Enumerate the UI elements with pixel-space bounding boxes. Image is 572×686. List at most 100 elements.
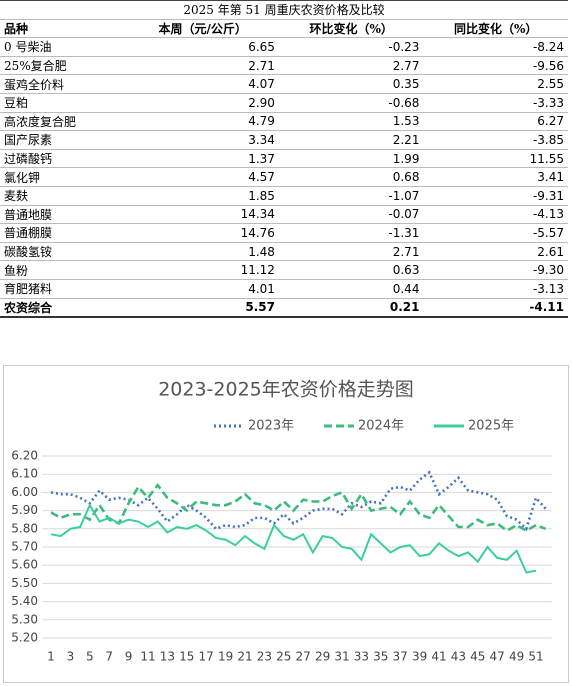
cell-value: -0.68 [278,93,424,113]
y-tick-label: 6.10 [11,467,38,481]
cell-value: 2.55 [423,74,568,94]
cell-value: -4.13 [423,205,568,225]
cell-value: 1.99 [278,149,424,169]
cell-value: 1.53 [278,112,424,132]
y-tick-label: 5.80 [11,521,38,535]
y-tick-label: 6.20 [11,449,38,463]
table-row: 0 号柴油 6.65 -0.23 -8.24 [0,37,568,57]
x-tick-label: 23 [257,650,272,664]
cell-value: -9.56 [423,56,568,76]
x-tick-label: 43 [451,650,466,664]
cell-value: 0.68 [278,167,424,187]
x-tick-label: 11 [140,650,155,664]
x-tick-label: 37 [393,650,408,664]
column-header: 环比变化（%） [278,18,424,39]
table-row: 25%复合肥 2.71 2.77 -9.56 [0,56,568,76]
cell-name: 鱼粉 [0,260,127,280]
chart: 2023-2025年农资价格走势图 5.20 5.30 5.40 5.50 5.60 5.… [11,379,552,664]
table-row: 蛋鸡全价料 4.07 0.35 2.55 [0,74,568,94]
table-row: 普通棚膜 14.76 -1.31 -5.57 [0,223,568,243]
x-tick-label: 5 [86,650,94,664]
cell-name: 25%复合肥 [0,56,127,76]
cell-name: 过磷酸钙 [0,149,127,169]
x-tick-label: 33 [354,650,369,664]
x-tick-label: 29 [315,650,330,664]
x-tick-label: 21 [237,650,252,664]
chart-title: 2023-2025年农资价格走势图 [158,379,414,401]
table-row: 普通地膜 14.34 -0.07 -4.13 [0,205,568,225]
table-row: 麦麸 1.85 -1.07 -9.31 [0,186,568,206]
cell-value: 4.01 [126,279,279,299]
cell-name: 豆粕 [0,93,127,113]
cell-value: -9.31 [423,186,568,206]
table-title: 2025 年第 51 周重庆农资价格及比较 [0,0,568,20]
cell-value: 4.57 [126,167,279,187]
cell-value: 2.61 [423,242,568,262]
cell-value: 1.37 [126,149,279,169]
y-tick-label: 5.50 [11,576,38,590]
x-tick-label: 41 [431,650,446,664]
legend-label: 2025年 [468,419,514,434]
cell-value: -1.31 [278,223,424,243]
cell-value: 6.65 [126,37,279,57]
cell-value: -4.11 [423,298,568,319]
cell-value: -3.33 [423,93,568,113]
table-row: 高浓度复合肥 4.79 1.53 6.27 [0,112,568,132]
legend-label: 2023年 [248,419,294,434]
x-tick-label: 3 [67,650,75,664]
cell-value: 1.85 [126,186,279,206]
x-tick-label: 15 [179,650,194,664]
cell-name: 普通棚膜 [0,223,127,243]
table-row: 农资综合 5.57 0.21 -4.11 [0,298,568,319]
cell-value: 2.71 [278,242,424,262]
column-header: 同比变化（%） [423,18,568,39]
x-tick-label: 9 [125,650,133,664]
cell-value: -3.13 [423,279,568,299]
x-tick-label: 47 [490,650,505,664]
y-tick-label: 6.00 [11,485,38,499]
cell-value: 0.44 [278,279,424,299]
column-header: 本周（元/公斤） [126,18,279,39]
cell-name: 氯化钾 [0,167,127,187]
x-tick-label: 45 [470,650,485,664]
y-tick-label: 5.60 [11,558,38,572]
cell-name: 0 号柴油 [0,37,127,57]
cell-value: 2.90 [126,93,279,113]
cell-name: 蛋鸡全价料 [0,74,127,94]
cell-value: 6.27 [423,112,568,132]
cell-value: 0.35 [278,74,424,94]
cell-value: -3.85 [423,130,568,150]
table-row: 过磷酸钙 1.37 1.99 11.55 [0,149,568,169]
cell-value: 2.21 [278,130,424,150]
x-tick-label: 1 [47,650,55,664]
cell-value: 2.71 [126,56,279,76]
x-tick-label: 25 [276,650,291,664]
x-tick-label: 31 [334,650,349,664]
cell-value: 3.34 [126,130,279,150]
x-tick-label: 51 [528,650,543,664]
x-tick-label: 27 [296,650,311,664]
column-header: 品种 [0,18,127,39]
x-tick-label: 49 [509,650,524,664]
cell-name: 高浓度复合肥 [0,112,127,132]
cell-value: 0.21 [278,298,424,319]
y-tick-label: 5.40 [11,594,38,608]
series-line [50,502,537,574]
table-row: 鱼粉 11.12 0.63 -9.30 [0,260,568,280]
title-row: 2025 年第 51 周重庆农资价格及比较 [0,0,568,20]
cell-value: 0.63 [278,260,424,280]
cell-name: 碳酸氢铵 [0,242,127,262]
cell-value: 14.76 [126,223,279,243]
cell-value: 3.41 [423,167,568,187]
cell-name: 普通地膜 [0,205,127,225]
legend-label: 2024年 [358,419,404,434]
cell-value: 5.57 [126,298,279,319]
y-tick-label: 5.90 [11,503,38,517]
cell-value: -1.07 [278,186,424,206]
header-row: 品种 本周（元/公斤） 环比变化（%） 同比变化（%） [0,18,568,39]
series-line [50,470,547,532]
table-row: 国产尿素 3.34 2.21 -3.85 [0,130,568,150]
x-tick-label: 19 [218,650,233,664]
price-table: 2025 年第 51 周重庆农资价格及比较 品种 本周（元/公斤） 环比变化（%）同… [0,0,568,319]
y-tick-label: 5.30 [11,612,38,626]
